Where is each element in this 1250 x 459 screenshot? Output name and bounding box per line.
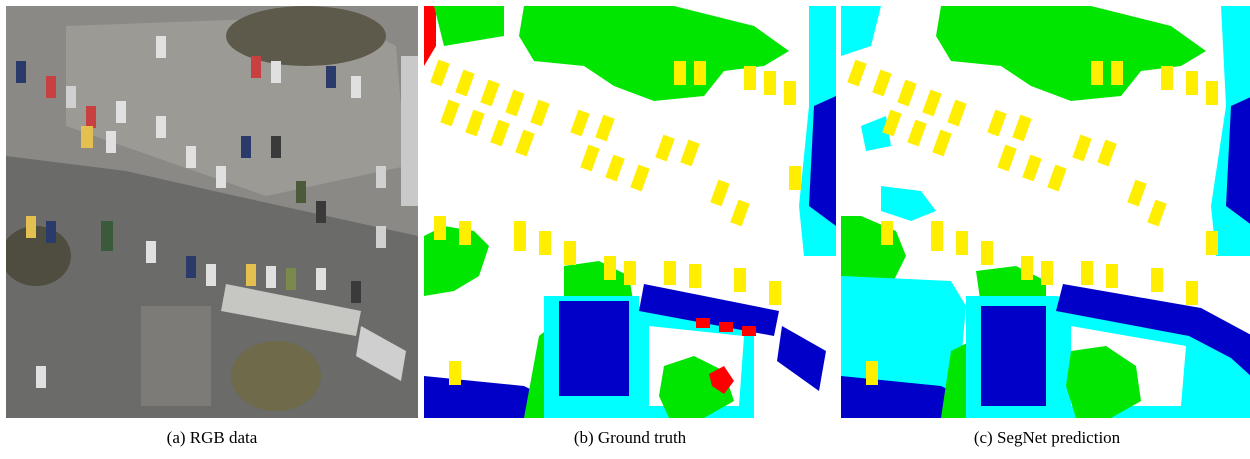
ground-truth-map [424, 6, 836, 418]
rgb-image-panel [6, 6, 418, 418]
segnet-prediction-map [841, 6, 1250, 418]
car-markers [16, 36, 386, 388]
caption-rgb-data: (a) RGB data [166, 428, 258, 447]
predicted-car-regions [847, 59, 1218, 385]
ground-truth-panel [424, 6, 836, 418]
car-regions [430, 59, 801, 385]
caption-ground-truth: (b) Ground truth [573, 428, 687, 447]
rgb-aerial-image [6, 6, 418, 418]
segnet-prediction-panel [841, 6, 1250, 418]
caption-segnet-prediction: (c) SegNet prediction [973, 428, 1121, 447]
